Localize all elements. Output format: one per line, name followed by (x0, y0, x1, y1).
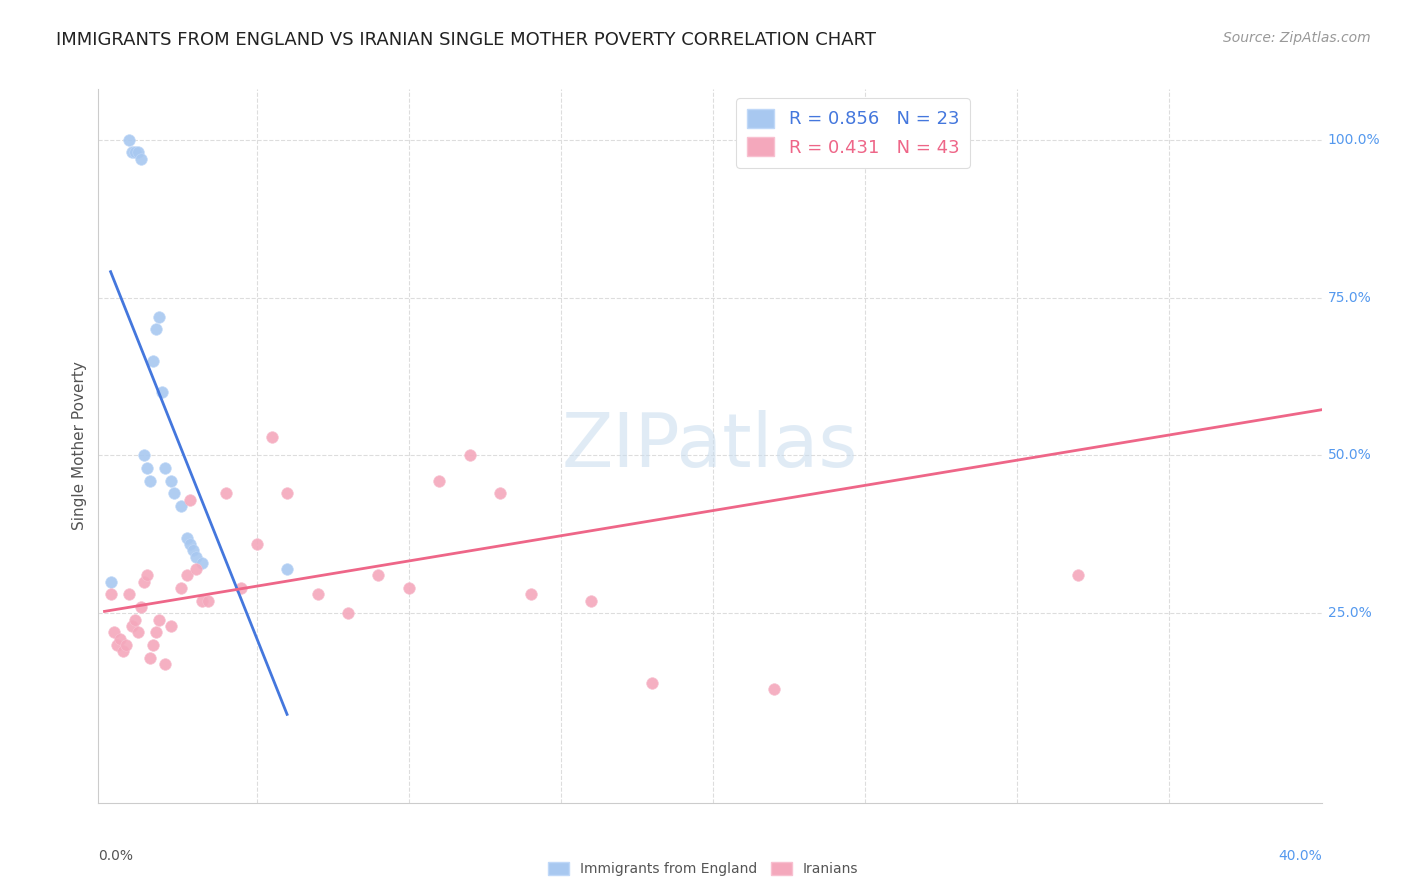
Text: 50.0%: 50.0% (1327, 449, 1371, 462)
Point (169, 581, 191, 595)
Point (148, 310, 170, 324)
Point (307, 587, 329, 601)
Point (427, 474, 450, 488)
Point (155, 657, 177, 671)
Text: 25.0%: 25.0% (1327, 607, 1371, 620)
Point (398, 581, 420, 595)
Point (762, 682, 785, 697)
Point (215, 486, 238, 500)
Point (124, 613, 146, 627)
Point (124, 145, 146, 160)
Point (111, 644, 134, 658)
Point (581, 593, 603, 607)
Point (519, 587, 541, 601)
Text: Source: ZipAtlas.com: Source: ZipAtlas.com (1223, 31, 1371, 45)
Point (105, 638, 128, 652)
Point (489, 486, 512, 500)
Point (191, 556, 214, 570)
Point (121, 145, 143, 160)
Point (108, 632, 131, 646)
Point (1067, 568, 1090, 582)
Point (136, 568, 159, 582)
Point (260, 429, 283, 443)
Point (100, 574, 122, 589)
Point (145, 322, 167, 336)
Point (118, 587, 141, 601)
Point (641, 675, 664, 690)
Point (246, 537, 269, 551)
Point (163, 486, 186, 500)
Point (197, 593, 219, 607)
Point (142, 638, 165, 652)
Point (945, 133, 967, 147)
Point (127, 625, 149, 640)
Text: 100.0%: 100.0% (1327, 133, 1381, 146)
Text: 40.0%: 40.0% (1278, 849, 1322, 863)
Y-axis label: Single Mother Poverty: Single Mother Poverty (72, 361, 87, 531)
Point (184, 549, 207, 564)
Point (114, 638, 136, 652)
Point (129, 600, 152, 615)
Legend: Immigrants from England, Iranians: Immigrants from England, Iranians (544, 858, 862, 880)
Point (336, 607, 359, 621)
Point (118, 133, 141, 147)
Point (132, 449, 155, 463)
Point (132, 574, 155, 589)
Point (179, 537, 201, 551)
Point (160, 474, 183, 488)
Point (129, 152, 152, 166)
Point (100, 587, 122, 601)
Point (139, 650, 162, 665)
Text: ZIPatlas: ZIPatlas (562, 409, 858, 483)
Point (103, 625, 125, 640)
Point (176, 531, 198, 545)
Point (181, 543, 204, 558)
Point (231, 581, 253, 595)
Point (179, 492, 201, 507)
Point (142, 353, 165, 368)
Point (148, 613, 170, 627)
Point (121, 619, 143, 633)
Point (176, 568, 198, 582)
Point (169, 499, 191, 513)
Point (276, 562, 298, 576)
Text: 75.0%: 75.0% (1327, 291, 1371, 304)
Point (139, 474, 162, 488)
Text: IMMIGRANTS FROM ENGLAND VS IRANIAN SINGLE MOTHER POVERTY CORRELATION CHART: IMMIGRANTS FROM ENGLAND VS IRANIAN SINGL… (56, 31, 876, 49)
Point (160, 619, 183, 633)
Point (145, 625, 167, 640)
Text: 0.0%: 0.0% (98, 849, 134, 863)
Point (367, 568, 389, 582)
Point (191, 593, 214, 607)
Point (136, 461, 159, 475)
Point (184, 562, 207, 576)
Point (155, 461, 177, 475)
Legend: R = 0.856   N = 23, R = 0.431   N = 43: R = 0.856 N = 23, R = 0.431 N = 43 (737, 98, 970, 168)
Point (276, 486, 298, 500)
Point (458, 449, 481, 463)
Point (127, 145, 149, 160)
Point (150, 385, 173, 400)
